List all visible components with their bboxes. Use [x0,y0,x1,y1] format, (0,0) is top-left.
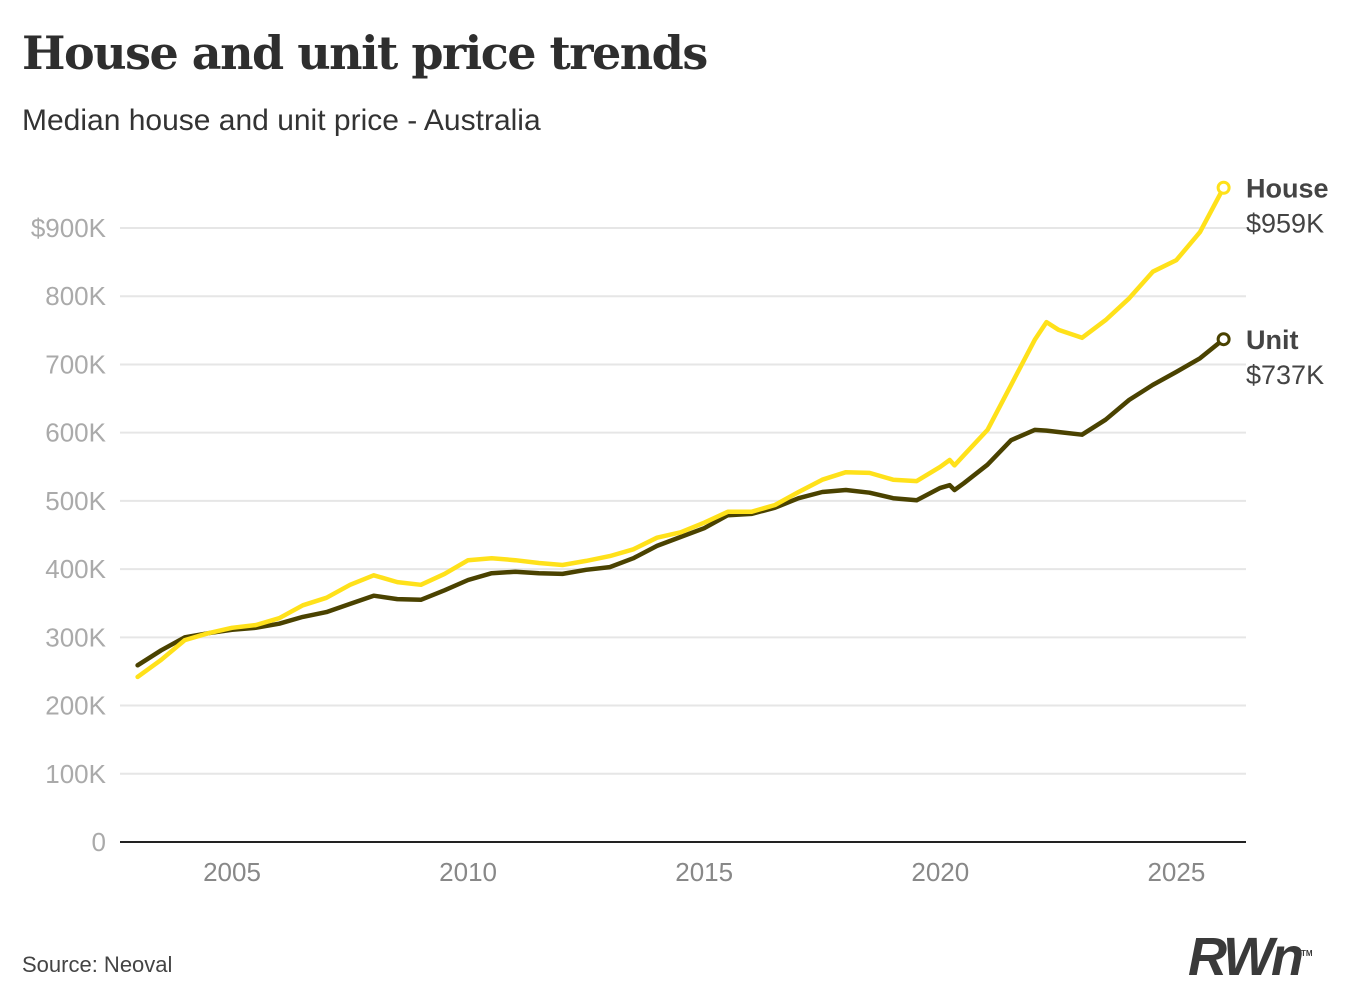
chart-title: House and unit price trends [22,26,708,80]
y-tick-label: 100K [45,759,106,789]
unit-end-value: $737K [1246,360,1324,390]
chart-subtitle: Median house and unit price - Australia [22,104,541,137]
y-tick-label: 800K [45,281,106,311]
house-end-marker [1216,180,1231,195]
y-tick-label: 500K [45,486,106,516]
unit-series-line [135,336,1226,668]
y-tick-label: 300K [45,622,106,652]
house-end-value: $959K [1246,209,1324,239]
source-note: Source: Neoval [22,952,173,977]
unit-end-marker [1216,332,1231,347]
y-tick-label: 700K [45,349,106,379]
unit-series-label: Unit [1246,325,1298,355]
x-tick-label: 2015 [675,857,733,887]
x-tick-label: 2005 [203,857,261,887]
house-series-line [135,185,1226,680]
y-tick-label: 0 [92,827,106,857]
y-tick-label: 600K [45,418,106,448]
brand-logo: RWnTM [1188,927,1313,987]
x-tick-label: 2025 [1147,857,1205,887]
house-series-label: House [1246,174,1329,204]
y-tick-label: 200K [45,691,106,721]
x-tick-label: 2020 [911,857,969,887]
y-tick-label: 400K [45,554,106,584]
y-tick-label: $900K [31,213,107,243]
x-tick-label: 2010 [439,857,497,887]
